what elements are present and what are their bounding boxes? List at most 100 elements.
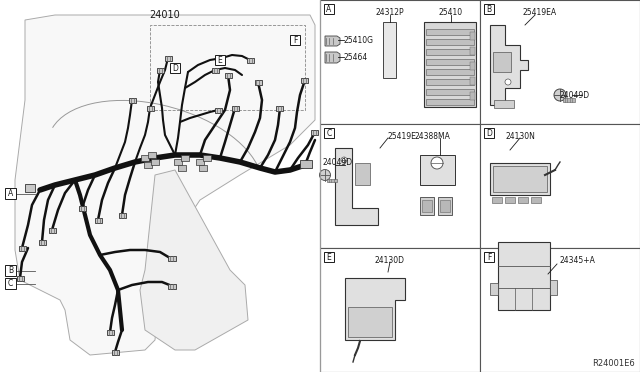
Text: A: A: [326, 4, 332, 13]
Bar: [492, 197, 502, 203]
Bar: [426, 49, 474, 55]
Bar: [95, 218, 102, 222]
Bar: [550, 280, 557, 295]
Bar: [106, 330, 113, 334]
Polygon shape: [335, 148, 378, 225]
Bar: [426, 39, 474, 45]
Bar: [440, 200, 450, 212]
Bar: [420, 155, 455, 185]
Text: 24345+A: 24345+A: [560, 256, 596, 265]
Bar: [111, 350, 118, 355]
Text: 25464: 25464: [344, 52, 368, 61]
Bar: [300, 160, 312, 168]
Bar: [438, 197, 452, 215]
Bar: [118, 212, 125, 218]
Bar: [493, 52, 511, 72]
Bar: [426, 99, 474, 105]
Bar: [324, 4, 334, 14]
Bar: [320, 0, 480, 124]
Bar: [470, 32, 475, 40]
Bar: [38, 240, 45, 244]
Bar: [168, 283, 176, 289]
Bar: [424, 22, 476, 107]
Bar: [470, 77, 475, 85]
Bar: [246, 58, 253, 62]
Polygon shape: [490, 25, 528, 105]
Bar: [324, 128, 334, 138]
Polygon shape: [15, 15, 315, 355]
Circle shape: [341, 157, 347, 163]
Bar: [494, 100, 514, 108]
Bar: [276, 106, 284, 110]
Text: D: D: [486, 128, 492, 138]
Circle shape: [319, 170, 330, 180]
Bar: [383, 22, 396, 78]
Text: A: A: [8, 189, 13, 198]
Bar: [563, 98, 575, 102]
Bar: [151, 159, 159, 165]
Bar: [490, 283, 498, 295]
Bar: [157, 67, 163, 73]
Bar: [215, 55, 225, 65]
Bar: [484, 252, 494, 262]
Bar: [144, 162, 152, 168]
Bar: [490, 163, 550, 195]
Text: B: B: [8, 266, 13, 275]
Bar: [484, 128, 494, 138]
Bar: [470, 47, 475, 55]
Bar: [480, 0, 640, 124]
Bar: [312, 129, 319, 135]
Bar: [531, 197, 541, 203]
Bar: [518, 197, 528, 203]
Bar: [129, 97, 136, 103]
Bar: [327, 179, 337, 182]
Text: 25419E: 25419E: [388, 132, 417, 141]
Bar: [426, 69, 474, 75]
Bar: [493, 166, 547, 192]
Text: F: F: [487, 253, 491, 262]
Bar: [480, 124, 640, 248]
Bar: [199, 165, 207, 171]
Bar: [203, 155, 211, 161]
Bar: [214, 108, 221, 112]
Bar: [211, 67, 218, 73]
Bar: [426, 89, 474, 95]
Text: C: C: [8, 279, 13, 288]
Bar: [420, 197, 434, 215]
Bar: [320, 124, 480, 248]
Bar: [484, 4, 494, 14]
Bar: [5, 265, 16, 276]
Text: 24010: 24010: [150, 10, 180, 20]
Polygon shape: [325, 36, 340, 46]
Bar: [470, 92, 475, 100]
Text: F: F: [293, 35, 297, 45]
Bar: [5, 278, 16, 289]
Text: 24130N: 24130N: [505, 132, 535, 141]
Bar: [17, 276, 24, 280]
Bar: [498, 242, 550, 310]
Bar: [150, 25, 305, 110]
Text: 25410G: 25410G: [344, 35, 374, 45]
Bar: [174, 159, 182, 165]
Text: E: E: [326, 253, 332, 262]
Bar: [480, 248, 640, 372]
Bar: [25, 184, 35, 192]
Bar: [426, 29, 474, 35]
Bar: [49, 228, 56, 232]
Text: 25410: 25410: [439, 8, 463, 17]
Polygon shape: [325, 52, 340, 63]
Bar: [290, 35, 300, 45]
Text: R24001E6: R24001E6: [592, 359, 635, 368]
Bar: [79, 205, 86, 211]
Text: E: E: [218, 55, 222, 64]
Bar: [164, 55, 172, 61]
Text: 24049D: 24049D: [560, 90, 590, 99]
Bar: [225, 73, 232, 77]
Bar: [255, 80, 262, 84]
Bar: [426, 59, 474, 65]
Text: 24049D: 24049D: [323, 158, 353, 167]
Bar: [5, 188, 16, 199]
Bar: [232, 106, 239, 110]
Bar: [147, 106, 154, 110]
Polygon shape: [140, 170, 248, 350]
